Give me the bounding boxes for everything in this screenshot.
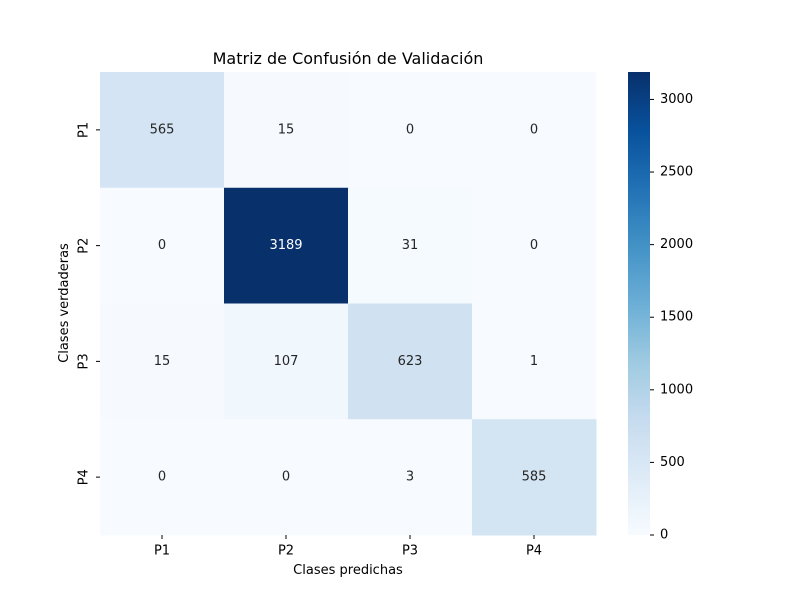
chart-title: Matriz de Confusión de Validación — [213, 49, 484, 68]
heatmap-cell — [100, 72, 225, 189]
colorbar-tick-label: 0 — [660, 528, 668, 543]
x-axis: P1 P2 P3 P4 — [154, 535, 542, 559]
y-tick-label: P2 — [77, 238, 92, 254]
x-axis-label: Clases predichas — [293, 563, 403, 578]
heatmap-cell — [100, 187, 225, 304]
colorbar-tick-label: 3000 — [660, 92, 693, 107]
heatmap-value-labels: 565 15 0 0 0 3189 31 0 15 107 623 1 0 0 3 585 — [150, 122, 547, 484]
cell-value-label: 1 — [530, 354, 538, 369]
y-tick-label: P1 — [77, 122, 92, 138]
heatmap-cell — [224, 72, 349, 189]
cell-value-label: 15 — [154, 354, 171, 369]
heatmap-cell — [472, 187, 597, 304]
cell-value-label: 0 — [158, 470, 166, 485]
heatmap-cell — [100, 303, 225, 420]
heatmap-cell — [348, 187, 473, 304]
colorbar-tick-label: 500 — [660, 455, 685, 470]
heatmap-cell — [472, 303, 597, 420]
x-tick-label: P3 — [402, 544, 418, 559]
heatmap-cell — [224, 187, 349, 304]
cell-value-label: 31 — [402, 238, 419, 253]
heatmap-cell — [348, 303, 473, 420]
colorbar — [628, 72, 650, 535]
cell-value-label: 15 — [278, 122, 295, 137]
y-tick-label: P3 — [77, 353, 92, 369]
y-axis-label: Clases verdaderas — [57, 243, 72, 363]
heatmap-cell — [224, 419, 349, 536]
colorbar-tick-label: 2000 — [660, 237, 693, 252]
cell-value-label: 0 — [282, 470, 290, 485]
cell-value-label: 585 — [522, 470, 547, 485]
heatmap-cells — [100, 72, 597, 536]
heatmap-cell — [100, 419, 225, 536]
cell-value-label: 565 — [150, 122, 175, 137]
cell-value-label: 623 — [398, 354, 423, 369]
heatmap-cell — [472, 419, 597, 536]
cell-value-label: 0 — [530, 238, 538, 253]
x-tick-label: P4 — [526, 544, 542, 559]
y-axis: P1 P2 P3 P4 — [77, 122, 100, 485]
cell-value-label: 3 — [406, 470, 414, 485]
colorbar-tick-label: 1000 — [660, 382, 693, 397]
x-tick-label: P2 — [278, 544, 294, 559]
cell-value-label: 107 — [274, 354, 299, 369]
heatmap-cell — [224, 303, 349, 420]
colorbar-ticks: 0 500 1000 1500 2000 2500 3000 — [650, 92, 693, 543]
y-tick-label: P4 — [77, 469, 92, 485]
heatmap-cell — [348, 72, 473, 189]
cell-value-label: 0 — [406, 122, 414, 137]
heatmap-cell — [472, 72, 597, 189]
heatmap-cell — [348, 419, 473, 536]
colorbar-tick-label: 2500 — [660, 165, 693, 180]
cell-value-label: 0 — [158, 238, 166, 253]
x-tick-label: P1 — [154, 544, 170, 559]
colorbar-tick-label: 1500 — [660, 310, 693, 325]
cell-value-label: 0 — [530, 122, 538, 137]
cell-value-label: 3189 — [269, 238, 302, 253]
